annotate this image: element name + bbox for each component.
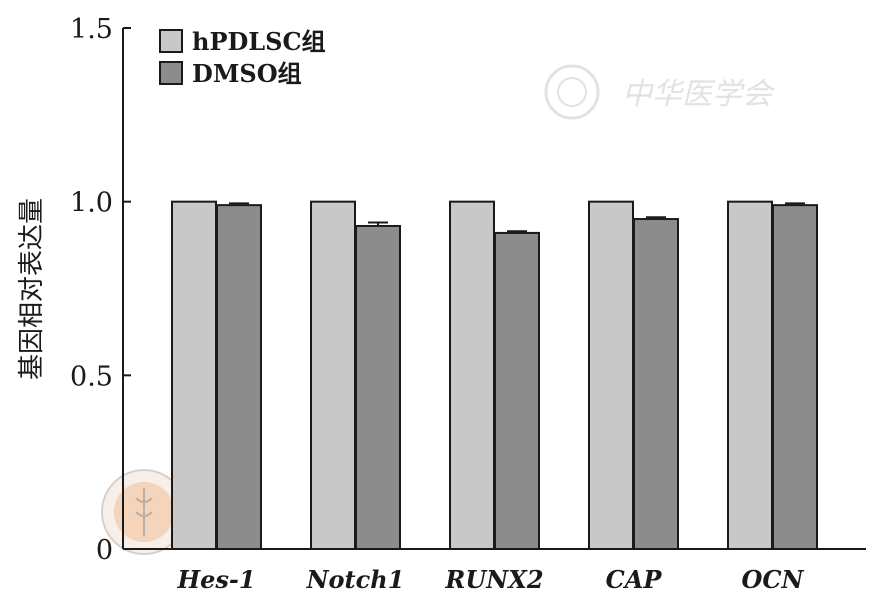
y-tick-label: 1.0: [70, 188, 113, 219]
x-tick-label-Notch1: Notch1: [306, 565, 405, 594]
bar-Notch1-hpdlsc: [310, 200, 356, 551]
y-axis-label: 基因相对表达量: [17, 198, 47, 380]
x-tick-label-RUNX2: RUNX2: [444, 565, 543, 594]
bar-OCN-hpdlsc: [727, 200, 773, 551]
watermark: 中华医学会: [544, 64, 775, 120]
x-tick-labels: Hes-1 Notch1 RUNX2 CAP OCN: [176, 565, 804, 594]
y-tick-labels: 0 0.5 1.0 1.5: [70, 14, 113, 566]
y-tick-label: 1.5: [70, 14, 113, 45]
y-tick-label: 0: [96, 535, 113, 566]
bar-Notch1-dmso: [355, 224, 401, 550]
bar-RUNX2-dmso: [494, 231, 540, 550]
bar-CAP-dmso: [633, 218, 679, 551]
x-tick-label-CAP: CAP: [606, 565, 663, 594]
watermark-emblem-icon: [544, 64, 600, 120]
legend-swatch-0: [159, 29, 183, 53]
bars: [171, 200, 818, 551]
legend-label-0: hPDLSC组: [192, 27, 326, 56]
watermark-text: 中华医学会: [622, 77, 775, 112]
legend: hPDLSC组 DMSO组: [159, 27, 326, 88]
legend-swatch-1: [159, 61, 183, 85]
bar-CAP-hpdlsc: [588, 200, 634, 551]
y-tick-label: 0.5: [70, 361, 113, 392]
bar-Hes-1-dmso: [216, 204, 262, 550]
x-tick-label-Hes-1: Hes-1: [176, 565, 255, 594]
legend-label-1: DMSO组: [192, 59, 302, 88]
bar-Hes-1-hpdlsc: [171, 200, 217, 551]
bar-RUNX2-hpdlsc: [449, 200, 495, 551]
x-tick-label-OCN: OCN: [742, 565, 805, 594]
bar-OCN-dmso: [772, 204, 818, 550]
